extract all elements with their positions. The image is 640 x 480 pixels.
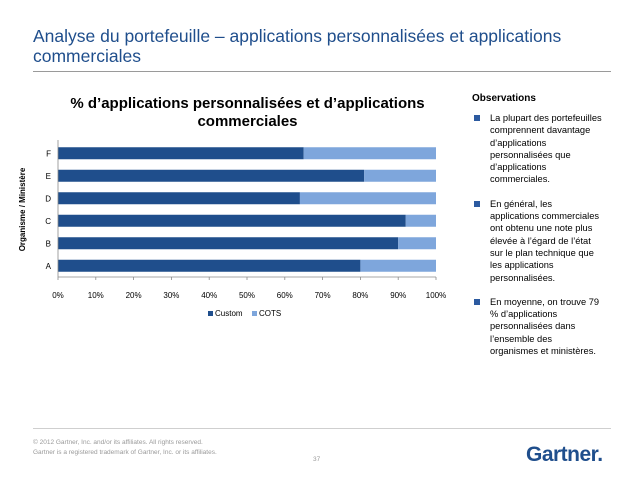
observation-item: La plupart des portefeuilles comprennent… [472, 112, 602, 186]
logo-text: Gartner [526, 443, 598, 466]
slide-title: Analyse du portefeuille – applications p… [33, 26, 562, 66]
square-bullet-icon [474, 200, 480, 207]
observations-list: La plupart des portefeuilles comprennent… [472, 112, 602, 369]
legend-swatch [208, 311, 213, 316]
x-tick-label: 10% [88, 291, 104, 300]
legend-label: Custom [215, 309, 243, 318]
bars-layer [58, 147, 436, 272]
category-label: D [45, 194, 51, 203]
x-tick-label: 100% [426, 291, 446, 300]
footer-divider [33, 428, 611, 429]
bar-custom-a [58, 259, 361, 272]
legend-label: COTS [259, 309, 281, 318]
legend-swatch [252, 311, 257, 316]
gartner-logo: Gartner. [526, 443, 603, 467]
observation-item: En général, les applications commerciale… [472, 198, 602, 284]
trademark-text: Gartner is a registered trademark of Gar… [33, 449, 217, 456]
x-tick-label: 20% [126, 291, 142, 300]
x-tick-label: 70% [315, 291, 331, 300]
chart-title: % d’applications personnalisées et d’app… [70, 95, 425, 130]
bar-cots-a [360, 259, 436, 272]
observation-text: En moyenne, on trouve 79 % d’application… [490, 296, 600, 357]
axis-layer: A B C D E F 0% 10% 20% 30% 40% 50% 60% 70% 80% 90% 100% O… [18, 140, 446, 300]
observation-text: La plupart des portefeuilles comprennent… [490, 113, 602, 185]
observation-item: En moyenne, on trouve 79 % d’application… [472, 296, 602, 357]
bar-custom-d [58, 192, 300, 205]
category-label: A [46, 262, 52, 271]
bar-cots-d [299, 192, 436, 205]
stacked-bar-chart: A B C D E F 0% 10% 20% 30% 40% 50% 60% 70% 80% 90% 100% O… [18, 140, 446, 318]
category-label: C [45, 217, 51, 226]
bar-cots-e [364, 169, 436, 182]
bar-cots-f [303, 147, 436, 160]
x-tick-label: 30% [163, 291, 179, 300]
legend-layer: Custom COTS [208, 309, 281, 318]
y-axis-title: Organisme / Ministère [18, 167, 27, 251]
x-tick-label: 60% [277, 291, 293, 300]
observations-heading: Observations [472, 93, 536, 104]
bar-cots-b [398, 237, 436, 250]
x-tick-label: 40% [201, 291, 217, 300]
x-tick-label: 90% [390, 291, 406, 300]
category-label: B [46, 239, 51, 248]
square-bullet-icon [474, 298, 480, 305]
category-label: E [46, 172, 51, 181]
bar-custom-c [58, 214, 406, 227]
x-tick-label: 50% [239, 291, 255, 300]
bar-cots-c [405, 214, 436, 227]
copyright-text: © 2012 Gartner, Inc. and/or its affiliat… [33, 439, 203, 446]
bar-custom-e [58, 169, 365, 182]
footer-legal: © 2012 Gartner, Inc. and/or its affiliat… [33, 438, 217, 458]
x-tick-label: 0% [52, 291, 64, 300]
x-tick-label: 80% [352, 291, 368, 300]
category-label: F [46, 149, 51, 158]
bar-custom-f [58, 147, 304, 160]
page-number: 37 [313, 456, 321, 463]
observation-text: En général, les applications commerciale… [490, 198, 600, 283]
logo-dot: . [597, 443, 603, 466]
square-bullet-icon [474, 115, 480, 121]
title-divider [33, 71, 611, 72]
bar-custom-b [58, 237, 399, 250]
